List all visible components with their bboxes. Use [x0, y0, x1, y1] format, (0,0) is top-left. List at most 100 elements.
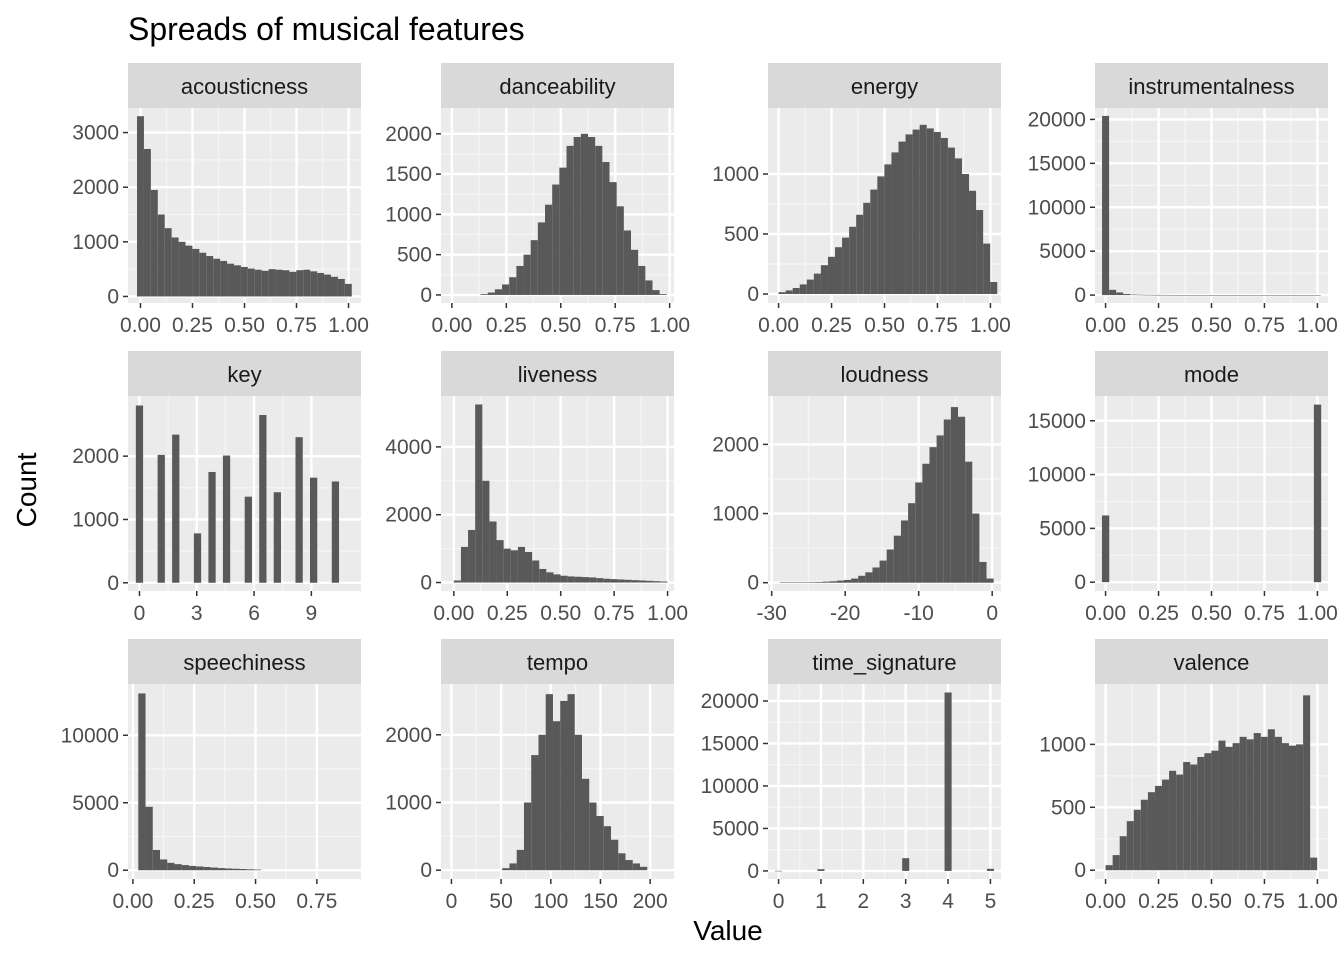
histogram-bar — [1229, 295, 1237, 296]
histogram-bar — [618, 853, 626, 871]
histogram-bar — [480, 294, 488, 295]
y-tick-label: 1000 — [712, 503, 759, 526]
histogram-bar — [516, 265, 524, 295]
x-tick-label: 1.00 — [328, 314, 369, 337]
histogram-bar — [222, 455, 231, 583]
histogram-bar — [1267, 729, 1275, 871]
histogram-bar — [922, 463, 930, 583]
x-tick-label: 0.00 — [1085, 602, 1126, 625]
facet-valence: valence 0.00 0.25 0.50 0.75 1.00 0 500 1000 — [1039, 639, 1338, 913]
histogram-bar — [1126, 821, 1134, 871]
y-tick-label: 20000 — [1028, 108, 1086, 131]
histogram-bar — [496, 540, 504, 583]
histogram-bar — [926, 128, 934, 294]
y-tick-label: 5000 — [1039, 240, 1086, 263]
histogram-bar — [1243, 295, 1251, 296]
histogram-bar — [1133, 809, 1141, 871]
histogram-bar — [509, 277, 517, 295]
facet-speechiness: speechiness 0.00 0.25 0.50 0.75 0 5000 10000 — [61, 639, 361, 913]
y-tick-label: 1000 — [72, 231, 119, 254]
y-tick-label: 20000 — [701, 690, 759, 713]
histogram-bar — [303, 269, 311, 297]
x-tick-label: 0 — [773, 890, 785, 913]
histogram-bar — [1176, 774, 1184, 871]
y-tick-label: 2000 — [385, 504, 432, 527]
y-tick-label: 0 — [1074, 284, 1086, 307]
facet-strip-label: loudness — [840, 362, 928, 387]
x-tick-label: 0.00 — [431, 314, 472, 337]
y-tick-label: 0 — [107, 859, 119, 882]
x-tick-label: 1.00 — [647, 602, 688, 625]
y-tick-label: 500 — [1051, 796, 1086, 819]
histogram-bar — [1310, 857, 1318, 871]
y-axis-title: Count — [11, 452, 42, 527]
histogram-bar — [525, 552, 533, 583]
histogram-bar — [1119, 836, 1127, 871]
histogram-bar — [502, 284, 510, 295]
facet-strip-label: speechiness — [183, 650, 305, 675]
x-tick-label: 0.75 — [594, 602, 635, 625]
panel-contents — [441, 396, 674, 591]
y-tick-label: 2000 — [72, 445, 119, 468]
histogram-bar — [344, 283, 352, 297]
histogram-bar — [1137, 294, 1145, 296]
histogram-bar — [596, 578, 604, 583]
histogram-bar — [893, 535, 901, 583]
facet-strip — [1095, 63, 1328, 108]
histogram-bar — [310, 271, 318, 297]
histogram-bar — [324, 274, 331, 297]
histogram-bar — [1183, 762, 1191, 871]
histogram-bar — [581, 577, 590, 583]
histogram-bar — [905, 134, 913, 294]
histogram-bar — [254, 869, 262, 871]
x-tick-label: -10 — [903, 602, 933, 625]
histogram-bar — [232, 868, 240, 871]
histogram-bar — [842, 237, 850, 294]
histogram-bar — [1200, 295, 1208, 296]
histogram-bar — [567, 576, 575, 583]
histogram-bar — [185, 245, 193, 297]
x-tick-label: 50 — [489, 890, 512, 913]
x-tick-label: 5 — [985, 890, 997, 913]
histogram-bar — [659, 294, 667, 295]
facet-loudness: loudness -30 -20 -10 0 0 1000 2000 — [712, 351, 1001, 625]
x-tick-label: 0.00 — [112, 890, 153, 913]
histogram-bar — [530, 240, 538, 295]
histogram-bar — [969, 190, 977, 294]
histogram-bar — [135, 405, 144, 583]
histogram-bar — [625, 860, 633, 871]
histogram-bar — [560, 700, 568, 871]
x-tick-label: 4 — [942, 890, 954, 913]
histogram-bar — [609, 182, 617, 295]
x-tick-label: 0.25 — [1138, 890, 1179, 913]
histogram-bar — [1264, 295, 1272, 296]
histogram-bar — [891, 152, 899, 294]
histogram-bar — [947, 147, 955, 294]
histogram-bar — [944, 692, 952, 871]
histogram-bar — [792, 288, 800, 294]
histogram-bar — [879, 560, 887, 583]
x-tick-label: 6 — [248, 602, 260, 625]
panel-contents — [128, 684, 361, 879]
panel-contents — [1095, 108, 1328, 303]
y-tick-label: 5000 — [1039, 517, 1086, 540]
y-tick-label: 0 — [420, 572, 432, 595]
histogram-bar — [849, 226, 857, 294]
histogram-bar — [1221, 295, 1230, 296]
histogram-bar — [829, 581, 837, 583]
histogram-bar — [870, 189, 878, 294]
histogram-bar — [817, 869, 825, 871]
histogram-bar — [225, 868, 233, 871]
facet-strip-label: time_signature — [812, 650, 956, 675]
histogram-bar — [539, 568, 547, 583]
facet-key: key 0 3 6 9 0 1000 2000 — [72, 351, 361, 625]
histogram-bar — [936, 435, 944, 583]
x-tick-label: 0.00 — [1085, 314, 1126, 337]
histogram-bar — [1281, 743, 1289, 871]
histogram-bar — [1278, 295, 1286, 296]
x-tick-label: 0.25 — [487, 602, 528, 625]
histogram-bar — [1207, 295, 1215, 296]
x-tick-label: 0.75 — [276, 314, 317, 337]
histogram-bar — [1271, 295, 1279, 296]
histogram-bar — [546, 572, 554, 583]
